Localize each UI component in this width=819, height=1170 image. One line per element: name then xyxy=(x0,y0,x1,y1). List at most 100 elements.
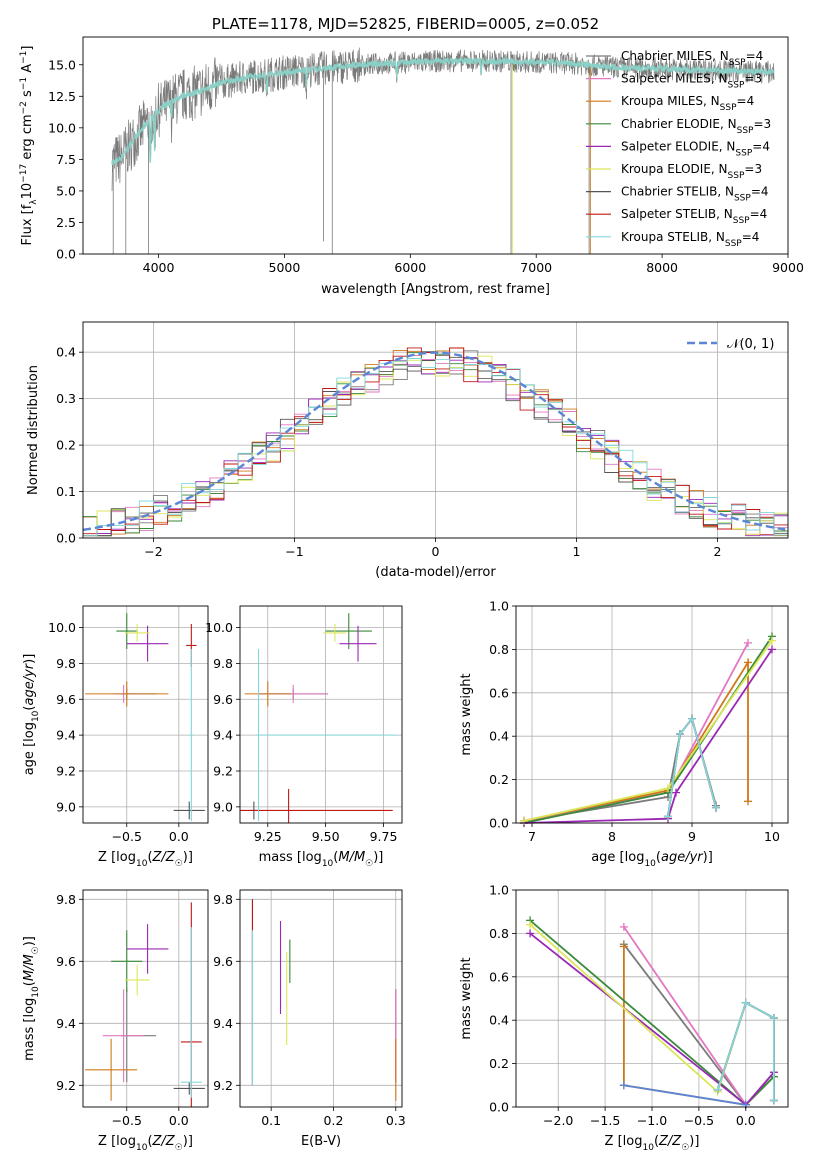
x-axis-label: age [log10(age/yr)] xyxy=(591,850,713,869)
series-line-krou_stelib xyxy=(667,716,717,817)
x-axis-label-part: Z/Z xyxy=(152,1134,176,1149)
y-axis-label-part: ( xyxy=(22,706,37,711)
x-tick-label: 9000 xyxy=(772,260,804,275)
y-axis-label-part: −17 xyxy=(19,164,29,183)
legend-label-sub: SSP xyxy=(725,239,742,249)
x-axis-label-part: )] xyxy=(689,1134,699,1149)
y-tick-label: 9.2 xyxy=(213,763,233,778)
y-axis-label-part: ] xyxy=(20,46,35,51)
y-axis-label-part: mass [ xyxy=(22,1018,37,1061)
y-axis-label-part: A xyxy=(20,64,35,77)
y-tick-label: 0.2 xyxy=(56,438,76,453)
series-marker-krou_stelib xyxy=(688,714,696,723)
series-marker-krou_stelib xyxy=(769,1096,778,1105)
x-axis-label-part: ☉ xyxy=(175,1143,183,1153)
y-axis-label-part: ( xyxy=(22,981,37,986)
y-tick-label: 9.4 xyxy=(213,728,233,743)
spectrum-panel: PLATE=1178, MJD=52825, FIBERID=0005, z=0… xyxy=(19,15,804,297)
y-axis-label-part: mass weight xyxy=(459,957,474,1039)
legend-label-salp_miles: Salpeter MILES, NSSP=3 xyxy=(621,72,762,91)
y-tick-label: 9.0 xyxy=(213,799,233,814)
x-axis-label: Z [log10(Z/Z☉)] xyxy=(98,1134,193,1153)
y-axis-label: age [log10(age/yr)] xyxy=(22,654,41,776)
x-axis-label-part: mass [ xyxy=(259,850,302,865)
series-line-salp_elodie xyxy=(523,648,773,824)
axes-frame xyxy=(239,889,403,1108)
y-axis-label-part: Normed distribution xyxy=(26,365,41,495)
y-axis-label-part: −1 xyxy=(19,77,29,90)
y-axis-label-part: 10 xyxy=(20,183,35,200)
legend-label-text: Kroupa ELODIE, N xyxy=(621,162,728,176)
x-tick-label: −0.5 xyxy=(112,829,142,844)
y-axis-label: mass weight xyxy=(459,673,474,755)
legend-label-salp_elodie: Salpeter ELODIE, NSSP=4 xyxy=(621,139,770,158)
x-axis-label-part: age/yr xyxy=(661,850,704,865)
x-axis-label-part: (data-model)/error xyxy=(375,565,496,580)
x-axis-label-part: age [log xyxy=(591,850,644,865)
x-axis-label-part: 10 xyxy=(136,859,148,869)
y-tick-label: 10.0 xyxy=(48,120,76,135)
y-tick-label: 9.4 xyxy=(56,1016,76,1031)
legend-label-suffix: =4 xyxy=(742,230,760,244)
model-spectrum-krou_stelib xyxy=(111,56,775,165)
y-axis-label-part: M/M xyxy=(22,954,37,981)
series-marker-normal xyxy=(619,1081,628,1090)
series-marker-krou_miles xyxy=(619,942,628,951)
x-tick-label: 4000 xyxy=(143,260,175,275)
legend-label-sub: SSP xyxy=(720,103,737,113)
x-tick-label: −1.0 xyxy=(637,1113,667,1128)
legend-label-text: Kroupa STELIB, N xyxy=(621,230,725,244)
x-axis-label-part: )] xyxy=(183,1134,193,1149)
x-axis-label-part: ☉ xyxy=(681,1143,689,1153)
mass_vs_ebv-plot xyxy=(251,899,397,1101)
legend-label-sub: SSP xyxy=(729,58,746,68)
y-tick-label: 9.8 xyxy=(56,656,76,671)
x-tick-label: 9.75 xyxy=(370,829,398,844)
legend-label-krou_elodie: Kroupa ELODIE, NSSP=3 xyxy=(621,162,762,181)
series-line-chab_miles xyxy=(523,716,717,822)
residuals-legend: 𝒩(0, 1) xyxy=(687,337,774,352)
y-tick-label: 0.0 xyxy=(56,531,76,546)
x-tick-label: 8 xyxy=(608,829,616,844)
y-axis-label-part: )] xyxy=(22,936,37,946)
x-axis-label-part: 10 xyxy=(644,859,656,869)
x-tick-label: 0 xyxy=(432,544,440,559)
y-tick-label: 0.8 xyxy=(489,642,509,657)
x-axis-label-part: ( xyxy=(656,850,661,865)
y-axis-label-part: λ xyxy=(29,199,39,205)
x-axis-label-part: ( xyxy=(333,850,338,865)
series-marker-krou_elodie xyxy=(520,816,528,825)
x-axis-label: wavelength [Angstrom, rest frame] xyxy=(321,282,550,297)
y-axis-label: Flux [fλ10−17 erg cm−2 s−1 A−1] xyxy=(19,46,39,246)
y-tick-label: 9.6 xyxy=(213,954,233,969)
legend-label-chab_miles: Chabrier MILES, NSSP=4 xyxy=(621,49,763,68)
y-tick-label: 0.2 xyxy=(489,772,509,787)
series-marker-krou_elodie xyxy=(664,784,672,793)
y-tick-label: 9.6 xyxy=(56,692,76,707)
x-tick-label: 9.25 xyxy=(254,829,282,844)
series-line-krou_stelib xyxy=(716,1001,775,1101)
x-axis-label-part: ☉ xyxy=(175,859,183,869)
legend-label-text: Salpeter MILES, N xyxy=(621,72,728,86)
x-axis-label-part: log xyxy=(623,1134,643,1149)
series-marker-krou_elodie xyxy=(526,920,535,929)
x-axis-label: Z [log10(Z/Z☉)] xyxy=(605,1134,700,1153)
legend-label-krou_stelib: Kroupa STELIB, NSSP=4 xyxy=(621,230,759,249)
legend-label-suffix: =4 xyxy=(751,185,769,199)
x-axis-label-part: log xyxy=(116,850,136,865)
y-tick-label: 9.2 xyxy=(56,1078,76,1093)
x-axis-label-part: ( xyxy=(147,1134,152,1149)
x-tick-label: −1.5 xyxy=(590,1113,620,1128)
x-tick-label: 7000 xyxy=(520,260,552,275)
x-tick-label: 0.1 xyxy=(261,1113,281,1128)
x-tick-label: 7 xyxy=(528,829,536,844)
series-marker-krou_stelib xyxy=(676,730,684,739)
series-marker-salp_miles xyxy=(744,638,752,647)
series-line-salp_miles xyxy=(523,642,749,822)
series-line-krou_miles xyxy=(523,659,749,822)
x-axis-label-part: wavelength [Angstrom, rest frame] xyxy=(321,282,550,297)
series-marker-krou_stelib xyxy=(769,1014,778,1023)
y-axis-label-part: −2 xyxy=(19,101,29,114)
y-axis-label-part: mass weight xyxy=(459,673,474,755)
